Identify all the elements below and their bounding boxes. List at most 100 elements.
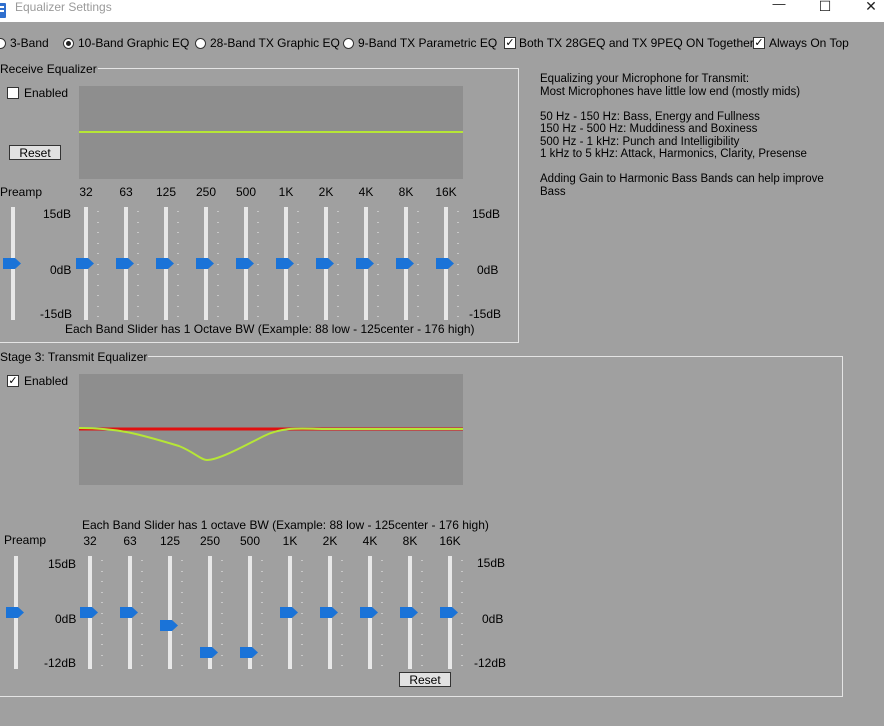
receive-band-1K-slider-thumb[interactable] [276,258,295,269]
transmit-band-16K-tick [461,654,463,656]
help-line-5: 500 Hz - 1 kHz: Punch and Intelligibilit… [540,135,740,148]
transmit-band-32-slider-thumb[interactable] [80,606,99,618]
transmit-band-16K-tick [461,570,463,572]
transmit-band-125-slider-thumb[interactable] [160,619,179,631]
receive-band-4K-label: 4K [358,185,374,199]
transmit-band-63-tick [141,560,143,561]
receive-band-500-slider-thumb[interactable] [236,258,255,269]
receive-band-2K-tick [337,305,339,307]
receive-band-32-slider-thumb[interactable] [76,258,95,269]
receive-band-1K-tick [297,263,299,265]
transmit-band-250-tick [221,644,223,645]
mode-radio-2[interactable] [195,38,206,49]
transmit-reset-button[interactable]: Reset [399,672,451,687]
receive-band-4K-slider-thumb[interactable] [356,258,375,269]
transmit-band-250-tick [221,623,223,624]
transmit-band-63-tick [141,570,143,572]
receive-band-500-tick [257,232,259,233]
receive-band-8K-tick [417,263,419,265]
transmit-preamp-label: Preamp [4,533,47,547]
transmit-band-1K-label: 1K [282,534,298,548]
mode-radio-0[interactable] [0,38,6,49]
transmit-band-500-slider-track[interactable] [248,556,252,669]
transmit-band-125-tick [181,570,183,572]
transmit-band-8K-tick [421,570,423,572]
transmit-band-32-tick [101,591,103,593]
receive-band-8K-slider-thumb[interactable] [396,258,415,269]
transmit-band-250-tick [221,602,223,603]
transmit-enabled-checkbox[interactable]: ✓ [7,375,19,387]
receive-band-4K-tick [377,316,379,317]
receive-band-16K-slider-thumb[interactable] [436,258,455,269]
transmit-band-63-tick [141,581,143,582]
transmit-band-500-tick [261,560,263,561]
receive-band-32-tick [97,274,99,275]
receive-band-250-label: 250 [195,185,217,199]
transmit-band-125-slider-track[interactable] [168,556,172,669]
receive-band-8K-tick [417,295,419,296]
transmit-band-250-tick [221,654,223,656]
transmit-band-16K-tick [461,602,463,603]
transmit-band-500-tick [261,581,263,582]
receive-preamp-slider-thumb[interactable] [3,258,22,269]
receive-band-125-tick [177,232,179,233]
close-button[interactable]: ✕ [865,0,877,14]
transmit-band-16K-slider-thumb[interactable] [440,606,459,618]
receive-bandwidth-note: Each Band Slider has 1 Octave BW (Exampl… [65,322,475,336]
mode-radio-1[interactable] [63,38,74,49]
receive-band-1K-tick [297,221,299,223]
always-on-top-checkbox[interactable]: ✓ [753,37,765,49]
transmit-band-250-slider-thumb[interactable] [200,646,219,658]
receive-band-500-tick [257,274,259,275]
receive-band-2K-tick [337,295,339,296]
receive-band-4K-tick [377,253,379,254]
receive-band-250-slider-thumb[interactable] [196,258,215,269]
receive-band-32-tick [97,263,99,265]
receive-reset-button[interactable]: Reset [9,145,61,160]
transmit-band-1K-slider-thumb[interactable] [280,606,299,618]
receive-band-125-tick [177,274,179,275]
transmit-band-2K-tick [341,602,343,603]
transmit-eq-graph [78,374,463,485]
receive-band-125-tick [177,263,179,265]
transmit-band-2K-slider-thumb[interactable] [320,606,339,618]
transmit-band-63-tick [141,602,143,603]
transmit-band-500-tick [261,665,263,666]
receive-band-32-tick [97,221,99,223]
transmit-band-4K-slider-thumb[interactable] [360,606,379,618]
minimize-button[interactable]: — [772,0,786,11]
window-title: Equalizer Settings [15,0,112,14]
receive-band-8K-tick [417,305,419,307]
receive-band-16K-tick [457,284,459,286]
transmit-equalizer-group [0,356,843,697]
transmit-band-1K-tick [301,570,303,572]
receive-band-250-tick [217,316,219,317]
transmit-band-500-tick [261,633,263,635]
maximize-button[interactable]: ☐ [818,0,832,14]
transmit-scale-bottom-right: -12dB [474,656,507,670]
receive-band-63-slider-thumb[interactable] [116,258,135,269]
both-on-checkbox[interactable]: ✓ [504,37,516,49]
transmit-band-63-slider-thumb[interactable] [120,606,139,618]
transmit-band-250-tick [221,581,223,582]
transmit-scale-top-right: 15dB [477,556,506,570]
help-line-0: Equalizing your Microphone for Transmit: [540,73,750,85]
transmit-band-2K-tick [341,560,343,561]
transmit-band-8K-slider-thumb[interactable] [400,606,419,618]
transmit-band-63-tick [141,591,143,593]
mode-radio-3[interactable] [343,38,354,49]
receive-band-1K-tick [297,295,299,296]
receive-enabled-checkbox[interactable] [7,87,19,99]
transmit-band-4K-tick [381,591,383,593]
transmit-preamp-slider-thumb[interactable] [6,606,25,618]
transmit-band-250-slider-track[interactable] [208,556,212,669]
receive-band-16K-tick [457,211,459,212]
receive-band-250-tick [217,284,219,286]
receive-band-125-slider-thumb[interactable] [156,258,175,269]
transmit-band-8K-tick [421,602,423,603]
transmit-scale-mid-left: 0dB [55,612,77,626]
transmit-band-16K-tick [461,644,463,645]
transmit-band-500-slider-thumb[interactable] [240,646,259,658]
receive-band-2K-slider-thumb[interactable] [316,258,335,269]
transmit-band-32-tick [101,602,103,603]
